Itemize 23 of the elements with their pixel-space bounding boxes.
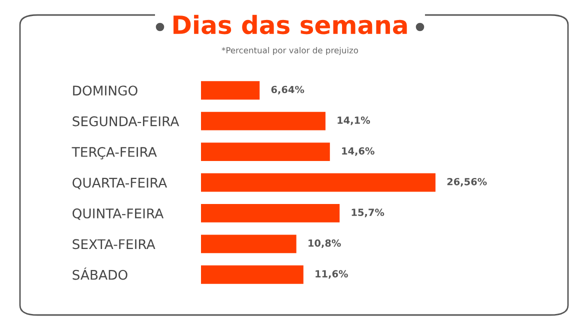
bar xyxy=(201,142,330,161)
y-tick-label: QUARTA-FEIRA xyxy=(72,178,168,190)
bar xyxy=(201,234,296,254)
data-label: 10,8% xyxy=(308,239,341,248)
chart-title: Dias das semana xyxy=(174,14,407,34)
data-label: 14,1% xyxy=(338,116,370,126)
data-label: 26,56% xyxy=(447,178,487,187)
y-tick-label: SEXTA-FEIRA xyxy=(72,239,156,250)
data-label: 14,6% xyxy=(342,147,374,156)
bar xyxy=(201,173,436,192)
bar xyxy=(201,204,340,222)
bar xyxy=(201,112,326,130)
data-label: 11,6% xyxy=(316,270,348,279)
data-label: 15,7% xyxy=(352,208,384,218)
bar xyxy=(201,265,304,284)
bar xyxy=(201,81,260,100)
y-tick-label: QUINTA-FEIRA xyxy=(72,208,164,220)
chart-subtitle: *Percentual por valor de prejuizo xyxy=(222,46,358,56)
y-tick-label: DOMINGO xyxy=(73,86,138,96)
y-tick-label: TERÇA-FEIRA xyxy=(72,147,157,160)
y-tick-label: SÁBADO xyxy=(72,267,128,280)
data-label: 6,64% xyxy=(271,86,304,94)
y-tick-label: SEGUNDA-FEIRA xyxy=(72,116,180,126)
